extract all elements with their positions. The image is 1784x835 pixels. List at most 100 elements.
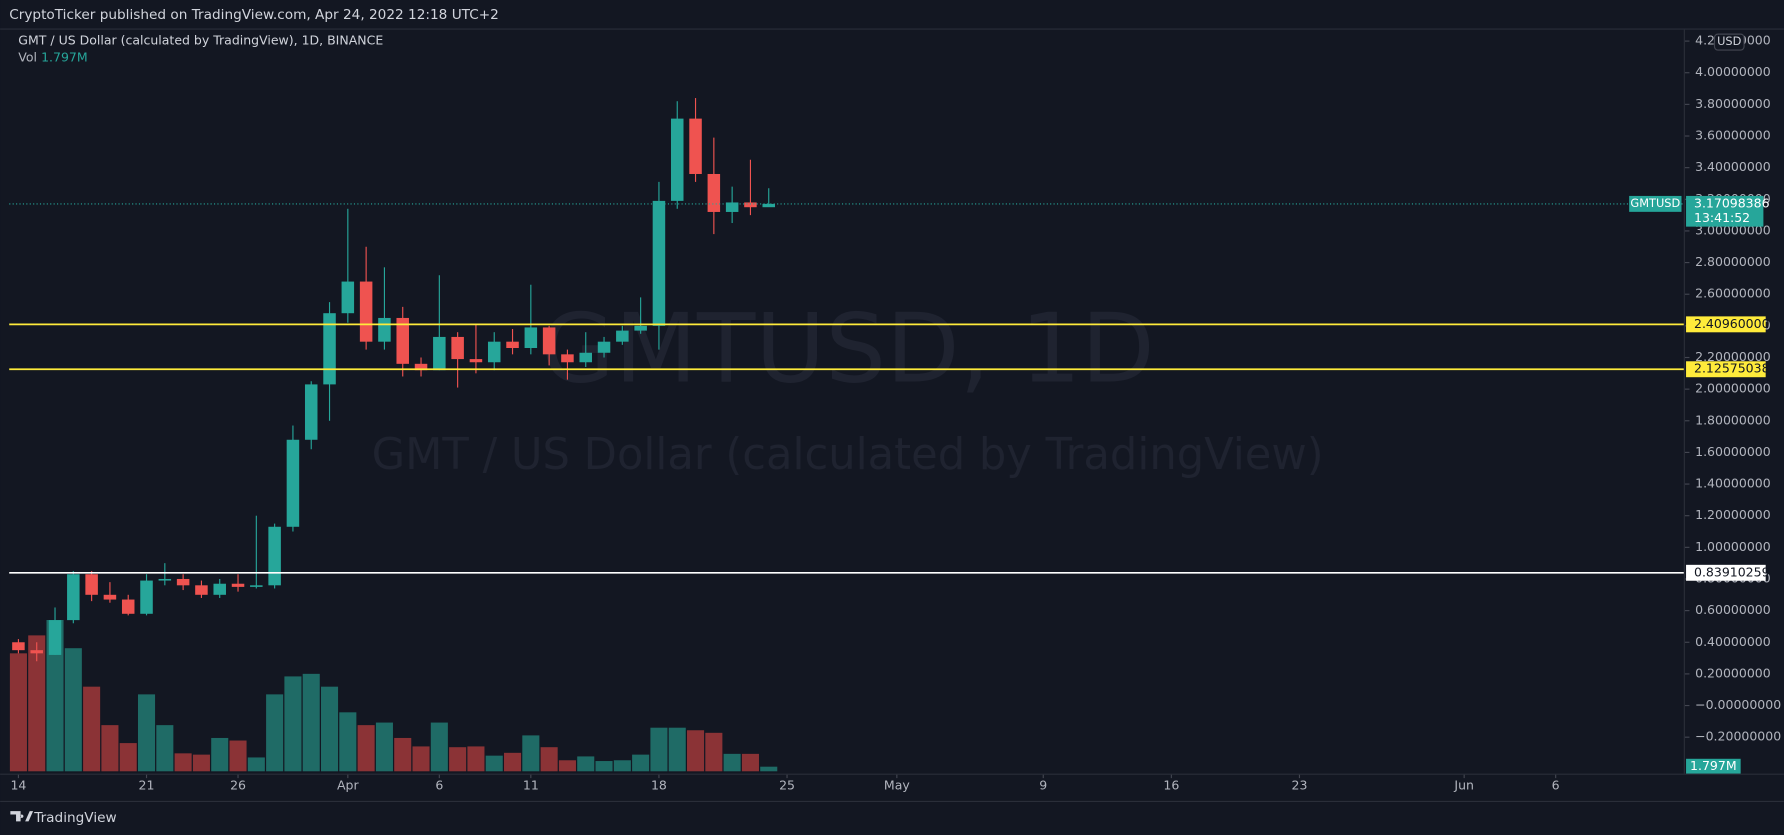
candle-body (652, 200, 666, 326)
candle-body (670, 118, 684, 201)
x-tick-label: 14 (10, 778, 26, 793)
x-tick-label: 9 (1039, 778, 1047, 793)
y-tick-label: 1.80000000 (1695, 412, 1771, 427)
y-tick-label: 2.80000000 (1695, 254, 1771, 269)
volume-badge (1686, 758, 1741, 774)
candle-body (85, 574, 98, 595)
x-tick-label: 26 (230, 778, 246, 793)
candle-body (616, 330, 629, 342)
brand: TradingView (33, 810, 116, 826)
candle-body (158, 578, 172, 581)
volume-bar (668, 727, 686, 772)
x-tick-label: Jun (1453, 778, 1474, 793)
volume-legend-title: Vol (18, 50, 37, 65)
y-tick-label: 2.60000000 (1695, 286, 1771, 301)
candle-body (762, 203, 776, 208)
volume-bar (412, 746, 430, 772)
level-label: 2.12575038 (1694, 361, 1770, 376)
y-tick-label: 3.40000000 (1695, 159, 1771, 174)
symbol-legend: GMT / US Dollar (calculated by TradingVi… (18, 32, 383, 47)
watermark-description: GMT / US Dollar (calculated by TradingVi… (372, 430, 1324, 480)
volume-bar (9, 653, 27, 772)
candle-body (396, 317, 409, 364)
y-tick-label: 2.00000000 (1695, 381, 1771, 396)
volume-bar (467, 746, 485, 772)
volume-bar (558, 760, 576, 772)
candle-body (48, 620, 62, 655)
volume-bar (632, 754, 650, 772)
currency-label: USD (1717, 34, 1742, 48)
level-badge (1686, 564, 1766, 581)
level-label: 2.40960000 (1694, 316, 1770, 331)
candle-body (341, 281, 355, 314)
candle-body (176, 578, 190, 586)
level-badge (1686, 316, 1766, 333)
symbol-label: GMTUSD (1630, 196, 1680, 210)
volume-legend-value: 1.797M (41, 50, 88, 65)
volume-bar (504, 752, 522, 772)
volume-bar (705, 732, 723, 772)
countdown-label: 13:41:52 (1694, 210, 1750, 225)
logo-icon (10, 811, 34, 822)
volume-bar (613, 760, 631, 772)
x-tick-label: May (884, 778, 910, 793)
volume-bar (375, 722, 393, 772)
y-tick-label: 3.60000000 (1695, 128, 1771, 143)
candle-body (542, 327, 556, 355)
tradingview-logo: TradingView (10, 810, 117, 826)
volume-bar (449, 747, 467, 772)
candle-body (213, 583, 226, 595)
candle-body (524, 327, 538, 349)
candle-body (689, 118, 702, 174)
level-label: 0.83910259 (1694, 564, 1770, 579)
y-tick-label: 1.20000000 (1695, 507, 1771, 522)
volume-bar (540, 747, 558, 772)
volume-bar (284, 676, 302, 772)
y-tick-label: 0.40000000 (1695, 634, 1771, 649)
volume-bar (266, 694, 284, 772)
candle-body (487, 341, 501, 363)
candle-body (469, 359, 483, 363)
volume-bar (302, 673, 320, 772)
volume-bar (211, 737, 229, 772)
y-tick-label: 3.80000000 (1695, 96, 1771, 111)
symbol-badge (1629, 195, 1682, 212)
candle-body (30, 650, 43, 654)
x-tick-label: 18 (651, 778, 667, 793)
y-tick-label: −0.20000000 (1695, 729, 1781, 744)
volume-bar (577, 756, 595, 772)
volume-bar (485, 755, 503, 772)
candle-body (634, 325, 647, 331)
x-tick-label: Apr (337, 778, 359, 793)
volume-bar (119, 743, 137, 772)
candle-body (67, 574, 80, 621)
candle-body (597, 341, 611, 353)
candle-body (268, 526, 281, 586)
x-tick-label: 6 (435, 778, 443, 793)
candle-body (506, 341, 519, 349)
volume-bar (174, 753, 192, 772)
volume-bar (394, 737, 412, 772)
x-tick-label: 11 (523, 778, 539, 793)
last-price-badge (1686, 195, 1764, 227)
candle-body (561, 354, 574, 363)
volume-bar (650, 727, 668, 772)
y-tick-label: 2.20000000 (1695, 349, 1771, 364)
level-badge (1686, 361, 1766, 378)
volume-bar (192, 754, 210, 772)
volume-bar (357, 725, 375, 772)
candle-body (140, 580, 153, 614)
y-tick-label: 1.00000000 (1695, 539, 1771, 554)
volume-bar (156, 725, 174, 772)
x-tick-label: 21 (139, 778, 155, 793)
plot: GMTUSD, 1D GMT / US Dollar (calculated by… (9, 98, 1684, 772)
candle-body (707, 173, 721, 212)
volume-bar (430, 722, 448, 772)
candle-body (451, 336, 464, 360)
publisher: CryptoTicker published on TradingView.co… (9, 7, 499, 23)
y-tick-label: 0.60000000 (1695, 602, 1771, 617)
volume-bar (28, 635, 46, 772)
candle-body (433, 336, 446, 371)
volume-badge-label: 1.797M (1690, 758, 1737, 773)
